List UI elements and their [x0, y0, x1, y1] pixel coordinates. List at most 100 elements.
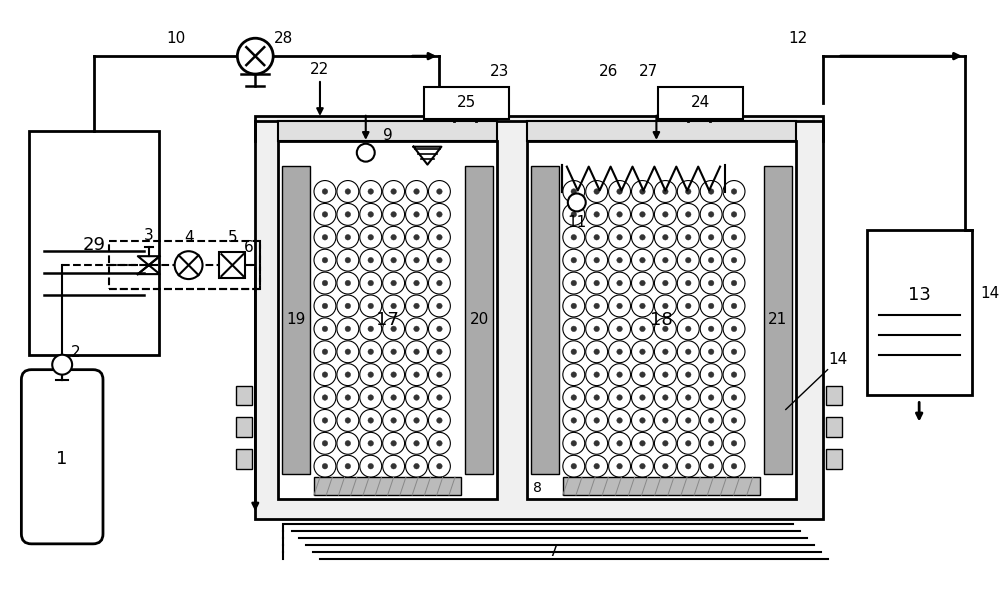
Circle shape — [586, 180, 608, 202]
Bar — [658, 87, 743, 119]
Circle shape — [708, 234, 714, 240]
Circle shape — [677, 387, 699, 409]
Circle shape — [731, 326, 737, 331]
Circle shape — [391, 440, 396, 446]
Circle shape — [571, 258, 577, 263]
Circle shape — [437, 326, 442, 331]
Circle shape — [586, 226, 608, 248]
Circle shape — [571, 464, 577, 469]
Circle shape — [391, 464, 396, 469]
Circle shape — [345, 303, 351, 309]
Circle shape — [609, 226, 631, 248]
Circle shape — [685, 280, 691, 286]
Circle shape — [586, 295, 608, 317]
Circle shape — [685, 464, 691, 469]
Circle shape — [345, 418, 351, 423]
Circle shape — [337, 226, 359, 248]
Circle shape — [632, 341, 653, 363]
Circle shape — [617, 212, 622, 217]
Circle shape — [337, 387, 359, 409]
Circle shape — [731, 464, 737, 469]
Circle shape — [677, 341, 699, 363]
Circle shape — [345, 372, 351, 377]
Circle shape — [640, 258, 645, 263]
Bar — [314, 477, 461, 495]
Circle shape — [568, 193, 586, 211]
Circle shape — [322, 440, 328, 446]
Circle shape — [586, 318, 608, 340]
Circle shape — [640, 394, 645, 400]
Circle shape — [685, 394, 691, 400]
Circle shape — [663, 303, 668, 309]
Circle shape — [677, 433, 699, 454]
Bar — [826, 449, 842, 469]
Circle shape — [685, 189, 691, 195]
Circle shape — [437, 280, 442, 286]
Bar — [527, 141, 796, 499]
Circle shape — [406, 341, 427, 363]
Circle shape — [609, 409, 631, 431]
Circle shape — [632, 295, 653, 317]
Circle shape — [571, 372, 577, 377]
Circle shape — [314, 249, 336, 271]
Circle shape — [360, 387, 382, 409]
Circle shape — [322, 280, 328, 286]
Circle shape — [322, 394, 328, 400]
Text: 14: 14 — [828, 352, 847, 367]
Bar — [282, 165, 310, 474]
Circle shape — [700, 433, 722, 454]
Circle shape — [406, 249, 427, 271]
Circle shape — [586, 203, 608, 226]
Circle shape — [594, 372, 599, 377]
Circle shape — [654, 295, 676, 317]
Circle shape — [563, 387, 585, 409]
Circle shape — [632, 364, 653, 386]
Circle shape — [708, 303, 714, 309]
Circle shape — [594, 189, 599, 195]
Circle shape — [406, 295, 427, 317]
Circle shape — [314, 203, 336, 226]
Circle shape — [640, 418, 645, 423]
Circle shape — [700, 409, 722, 431]
Circle shape — [391, 394, 396, 400]
Text: 9: 9 — [383, 129, 393, 143]
Circle shape — [677, 180, 699, 202]
Circle shape — [337, 203, 359, 226]
Circle shape — [609, 387, 631, 409]
Circle shape — [314, 226, 336, 248]
Bar — [531, 165, 559, 474]
Circle shape — [640, 440, 645, 446]
Circle shape — [414, 258, 419, 263]
Circle shape — [322, 258, 328, 263]
Circle shape — [708, 464, 714, 469]
Circle shape — [685, 234, 691, 240]
Circle shape — [632, 203, 653, 226]
Circle shape — [677, 455, 699, 477]
Circle shape — [406, 455, 427, 477]
Circle shape — [428, 409, 450, 431]
Circle shape — [654, 455, 676, 477]
Circle shape — [700, 295, 722, 317]
Circle shape — [663, 258, 668, 263]
Circle shape — [314, 180, 336, 202]
Circle shape — [383, 318, 405, 340]
Circle shape — [563, 364, 585, 386]
Circle shape — [391, 280, 396, 286]
Circle shape — [617, 440, 622, 446]
Circle shape — [685, 440, 691, 446]
Circle shape — [700, 387, 722, 409]
Circle shape — [322, 189, 328, 195]
Circle shape — [685, 418, 691, 423]
Text: 10: 10 — [166, 31, 185, 46]
Circle shape — [571, 303, 577, 309]
Circle shape — [654, 433, 676, 454]
Circle shape — [594, 326, 599, 331]
Circle shape — [414, 212, 419, 217]
Circle shape — [357, 144, 375, 162]
Circle shape — [685, 212, 691, 217]
Circle shape — [345, 394, 351, 400]
Bar — [826, 386, 842, 406]
Bar — [236, 386, 252, 406]
Text: 8: 8 — [533, 481, 541, 495]
Circle shape — [700, 341, 722, 363]
